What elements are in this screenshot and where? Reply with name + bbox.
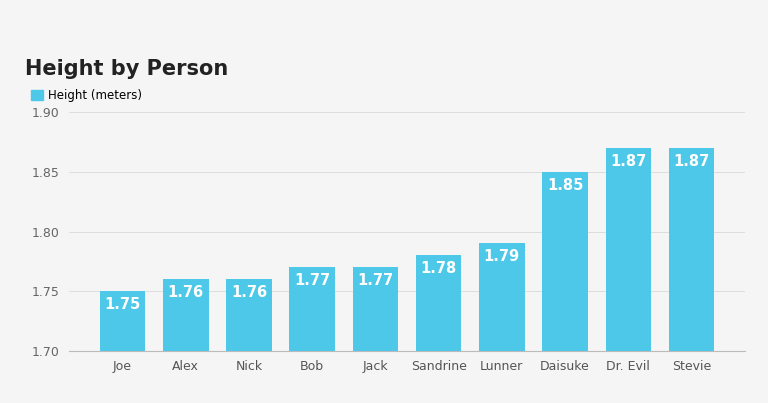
Text: 1.77: 1.77 bbox=[357, 273, 393, 288]
Bar bbox=[227, 279, 272, 351]
Bar bbox=[163, 279, 209, 351]
Bar bbox=[605, 148, 651, 351]
Text: 1.76: 1.76 bbox=[231, 285, 267, 300]
Text: 1.75: 1.75 bbox=[104, 297, 141, 312]
Text: 1.76: 1.76 bbox=[167, 285, 204, 300]
Bar bbox=[542, 172, 588, 351]
Text: 1.78: 1.78 bbox=[421, 261, 457, 276]
Legend: Height (meters): Height (meters) bbox=[31, 89, 141, 102]
Text: 1.87: 1.87 bbox=[610, 154, 647, 169]
Bar bbox=[479, 243, 525, 351]
Bar bbox=[416, 256, 462, 351]
Bar bbox=[290, 267, 335, 351]
Bar bbox=[100, 291, 145, 351]
Text: 1.85: 1.85 bbox=[547, 178, 583, 193]
Text: 1.79: 1.79 bbox=[484, 249, 520, 264]
Text: 1.87: 1.87 bbox=[674, 154, 710, 169]
Text: 1.77: 1.77 bbox=[294, 273, 330, 288]
Bar bbox=[669, 148, 714, 351]
Bar bbox=[353, 267, 398, 351]
Text: Height by Person: Height by Person bbox=[25, 59, 228, 79]
